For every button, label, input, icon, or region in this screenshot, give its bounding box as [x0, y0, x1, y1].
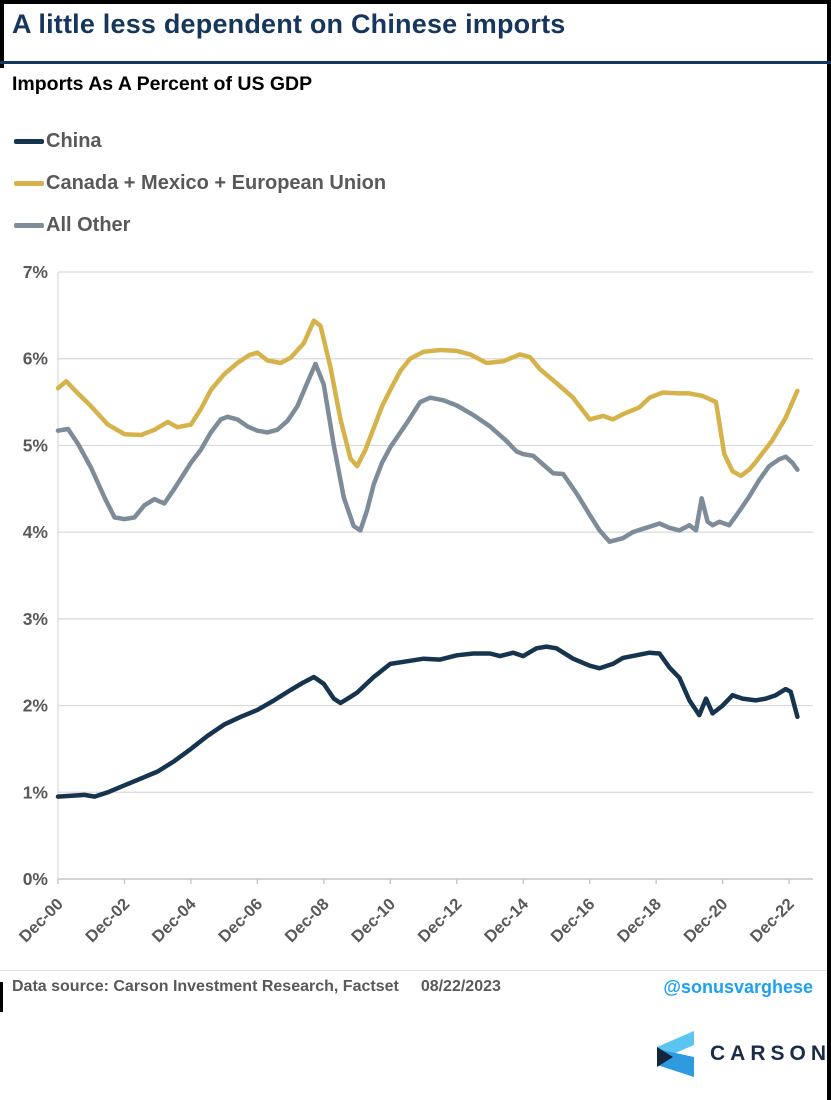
- y-tick-label: 0%: [23, 869, 49, 889]
- x-tick-label: Dec-12: [415, 895, 466, 946]
- x-tick-label: Dec-02: [82, 895, 133, 946]
- x-tick-label: Dec-18: [614, 895, 665, 946]
- footer-divider: [0, 970, 827, 971]
- frame-border-right: [827, 0, 831, 1100]
- y-tick-label: 3%: [23, 609, 49, 629]
- y-tick-label: 4%: [23, 522, 49, 542]
- carson-wordmark: CARSON: [710, 1042, 831, 1065]
- x-tick-label: Dec-20: [680, 895, 731, 946]
- frame-border-left-footer: [0, 982, 3, 1012]
- data-source-text: Data source: Carson Investment Research,…: [12, 978, 399, 995]
- x-tick-label: Dec-22: [747, 895, 798, 946]
- chart-subtitle: Imports As A Percent of US GDP: [12, 73, 313, 95]
- legend-swatch-canada-mexico-eu: [14, 180, 44, 186]
- series-line-china: [55, 644, 800, 799]
- frame-border-top: [0, 0, 831, 4]
- series-line-all-other: [55, 361, 800, 544]
- series-line-canada-mexico-european-union: [55, 318, 800, 479]
- legend-label-canada-mexico-eu: Canada + Mexico + European Union: [46, 171, 387, 194]
- x-tick-label: Dec-08: [282, 895, 333, 946]
- line-chart-svg: 0% 1% 2% 3% 4% 5% 6% 7% Dec-00 Dec-02 Dec-04 Dec-06…: [16, 262, 813, 947]
- page-title: A little less dependent on Chinese impor…: [12, 9, 566, 39]
- frame-border-left-top: [0, 0, 4, 68]
- legend: China Canada + Mexico + European Union A…: [14, 120, 614, 246]
- x-tick-label: Dec-14: [481, 895, 533, 947]
- x-tick-label: Dec-04: [149, 895, 201, 947]
- carson-logo: CARSON: [652, 1030, 826, 1078]
- legend-item-china: China: [14, 120, 614, 162]
- legend-item-canada-mexico-eu: Canada + Mexico + European Union: [14, 162, 614, 204]
- line-chart: 0% 1% 2% 3% 4% 5% 6% 7% Dec-00 Dec-02 Dec-04 Dec-06…: [0, 250, 831, 965]
- y-tick-label: 2%: [23, 696, 49, 716]
- twitter-handle-link[interactable]: @sonusvarghese: [663, 977, 813, 997]
- legend-swatch-all-other: [14, 222, 44, 228]
- carson-logo-icon: [657, 1031, 694, 1077]
- data-source: Data source: Carson Investment Research,…: [12, 978, 572, 996]
- y-tick-label: 1%: [23, 782, 49, 802]
- legend-label-china: China: [46, 129, 102, 152]
- x-tick-label: Dec-10: [348, 895, 399, 946]
- x-tick-label: Dec-16: [548, 895, 599, 946]
- y-tick-label: 6%: [23, 349, 49, 369]
- y-tick-label: 7%: [23, 262, 49, 282]
- y-tick-label: 5%: [23, 435, 49, 455]
- data-source-date: 08/22/2023: [420, 978, 501, 995]
- x-tick-label: Dec-06: [215, 895, 266, 946]
- legend-label-all-other: All Other: [46, 213, 131, 236]
- title-underline: [0, 61, 831, 64]
- logo-triangle: [657, 1047, 673, 1067]
- x-tick-label: Dec-00: [16, 895, 67, 946]
- legend-item-all-other: All Other: [14, 204, 614, 246]
- legend-swatch-china: [14, 138, 44, 144]
